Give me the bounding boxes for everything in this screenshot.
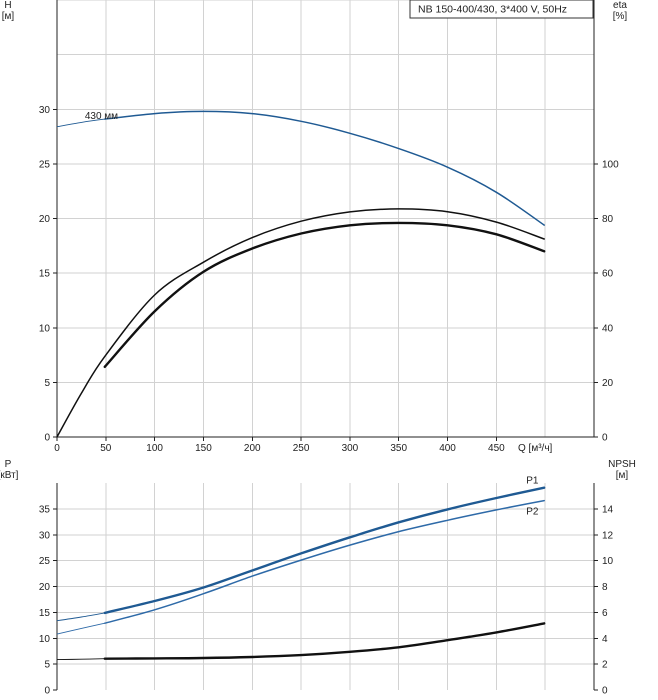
series-label: P2: [526, 507, 539, 518]
right-axis-label: NPSH: [608, 459, 636, 470]
x-tick-label: 300: [342, 443, 359, 454]
x-tick-label: 450: [488, 443, 505, 454]
left-tick-label: 30: [39, 530, 51, 541]
right-tick-label: 80: [602, 214, 614, 225]
left-tick-label: 15: [39, 269, 51, 280]
series-extension-line: [56, 612, 105, 622]
left-axis-label: P: [5, 459, 12, 470]
grid: [57, 0, 594, 437]
right-tick-label: 10: [602, 556, 614, 567]
right-axis-unit: [%]: [613, 11, 628, 22]
left-axis-label: H: [4, 0, 11, 11]
series-line: [104, 110, 545, 226]
series-2: [56, 622, 546, 661]
series-extension-line: [56, 622, 105, 635]
series-label: 430 мм: [85, 111, 118, 122]
right-tick-label: 0: [602, 686, 608, 697]
series-label: P1: [526, 476, 539, 487]
right-tick-label: 20: [602, 378, 614, 389]
x-tick-label: 100: [146, 443, 163, 454]
left-tick-label: 0: [44, 433, 50, 444]
right-tick-label: 2: [602, 660, 608, 671]
left-axis-unit: [м]: [2, 11, 15, 22]
chart-title-box: NB 150-400/430, 3*400 V, 50Hz: [409, 0, 594, 19]
series-0: 430 мм: [56, 110, 545, 226]
left-tick-label: 5: [44, 660, 50, 671]
x-tick-label: 150: [195, 443, 212, 454]
right-tick-label: 0: [602, 433, 608, 444]
series-1: [56, 208, 545, 438]
x-tick-label: 50: [100, 443, 112, 454]
right-tick-label: 4: [602, 634, 608, 645]
right-axis-unit: [м]: [616, 470, 629, 481]
series-2: [103, 221, 546, 368]
x-tick-label: 200: [244, 443, 261, 454]
left-tick-label: 10: [39, 634, 51, 645]
series-extension-line: [56, 118, 105, 128]
left-tick-label: 35: [39, 504, 51, 515]
power-npsh-panel: 0 5 10 15 20 25 30 35 0 2 4 6 8 10 12 14 P[кВт] NPSH[м] P1…: [0, 459, 636, 697]
series-line: [103, 221, 546, 368]
series-line: [103, 486, 546, 615]
series-line: [104, 499, 545, 624]
x-tick-label: 400: [439, 443, 456, 454]
left-tick-label: 10: [39, 323, 51, 334]
series-0: P1: [56, 476, 546, 622]
right-tick-label: 8: [602, 582, 608, 593]
left-axis-unit: [кВт]: [0, 470, 19, 481]
right-axis-label: eta: [613, 0, 627, 11]
left-tick-label: 5: [44, 378, 50, 389]
left-tick-label: 0: [44, 686, 50, 697]
series-line: [103, 622, 546, 660]
x-axis-label: Q [м³/ч]: [518, 443, 553, 454]
left-tick-label: 25: [39, 556, 51, 567]
right-tick-label: 6: [602, 608, 608, 619]
right-tick-label: 12: [602, 530, 614, 541]
series-1: P2: [56, 499, 545, 635]
left-tick-label: 20: [39, 582, 51, 593]
series-extension-line: [56, 658, 105, 661]
left-tick-label: 20: [39, 214, 51, 225]
left-tick-label: 25: [39, 159, 51, 170]
right-tick-label: 40: [602, 323, 614, 334]
x-tick-label: 350: [390, 443, 407, 454]
chart-title: NB 150-400/430, 3*400 V, 50Hz: [418, 4, 567, 16]
left-tick-label: 30: [39, 105, 51, 116]
x-tick-label: 0: [54, 443, 60, 454]
right-tick-label: 14: [602, 504, 614, 515]
x-tick-label: 250: [293, 443, 310, 454]
left-tick-label: 15: [39, 608, 51, 619]
right-tick-label: 100: [602, 159, 619, 170]
series-line: [56, 208, 545, 438]
right-tick-label: 60: [602, 269, 614, 280]
